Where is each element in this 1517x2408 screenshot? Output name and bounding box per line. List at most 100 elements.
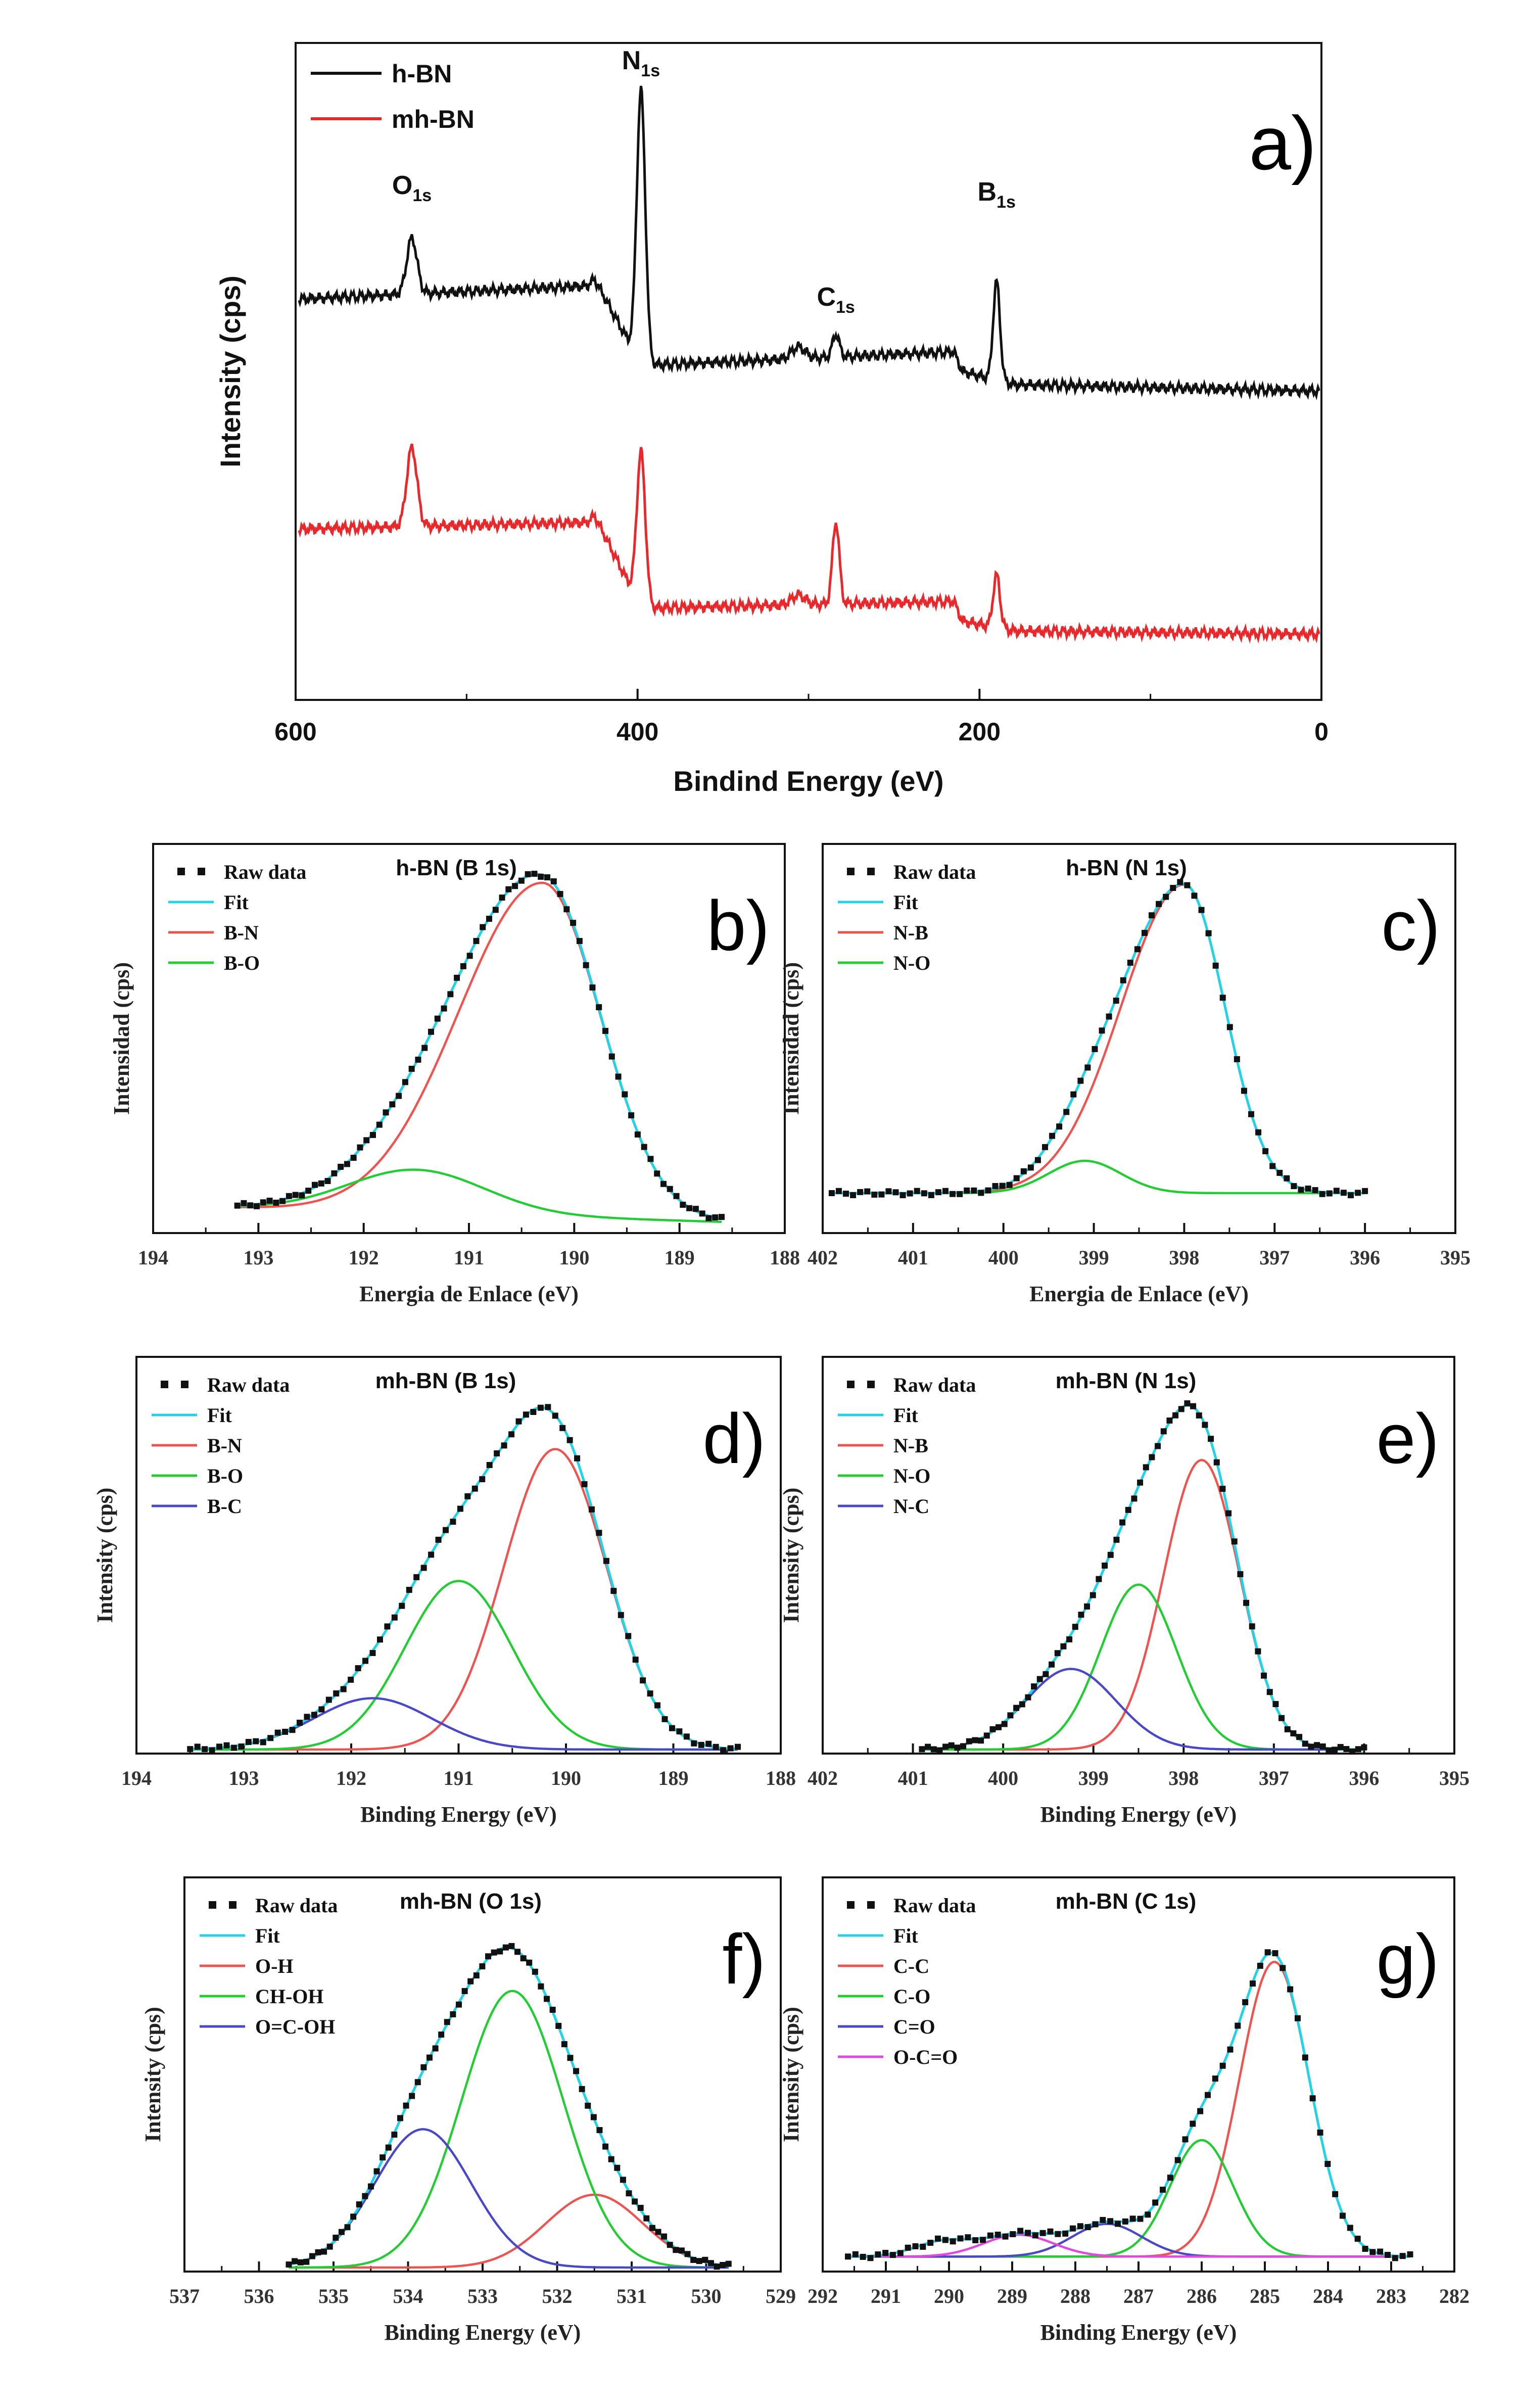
raw-data-point <box>676 1728 683 1735</box>
raw-data-point <box>428 1551 435 1558</box>
raw-data-point <box>491 1949 497 1956</box>
x-tick-label: 191 <box>454 1246 484 1269</box>
raw-data-point <box>1332 1746 1338 1753</box>
raw-data-point <box>1134 946 1141 953</box>
panel-label: c) <box>1381 886 1440 965</box>
raw-data-point <box>610 1588 617 1594</box>
raw-data-point <box>432 2045 439 2052</box>
raw-data-point <box>1070 1091 1077 1098</box>
raw-data-point <box>385 2144 392 2151</box>
raw-data-point <box>892 1189 899 1196</box>
raw-data-point <box>273 1199 279 1206</box>
raw-data-point <box>1407 2251 1413 2257</box>
raw-data-point <box>1113 1536 1120 1543</box>
raw-data-point <box>253 1738 259 1744</box>
raw-data-point <box>1284 1726 1291 1732</box>
legend-label: CH-OH <box>255 1985 324 2008</box>
raw-data-point <box>1184 1400 1191 1406</box>
raw-data-point <box>1349 1749 1356 1755</box>
raw-data-point <box>1324 2161 1331 2167</box>
raw-data-point <box>615 1073 622 1080</box>
raw-data-point <box>614 2164 621 2171</box>
legend-marker <box>229 1901 236 1909</box>
raw-data-point <box>1062 2230 1069 2237</box>
raw-data-point <box>1205 2092 1211 2098</box>
raw-data-point <box>930 1746 937 1753</box>
legend-marker <box>867 868 875 875</box>
legend-label: Fit <box>255 1924 280 1947</box>
raw-data-point <box>643 2215 650 2222</box>
raw-data-point <box>725 2260 732 2267</box>
peak-symbol: O <box>392 171 412 200</box>
legend-label: Raw data <box>893 1374 976 1396</box>
raw-data-point <box>1208 1436 1214 1442</box>
raw-data-point <box>260 1199 266 1206</box>
x-tick-label: 399 <box>1079 1246 1109 1269</box>
raw-data-point <box>1212 962 1219 969</box>
raw-data-point <box>1113 998 1119 1004</box>
x-tick-label: 401 <box>898 1246 928 1269</box>
raw-data-point <box>1137 2215 1144 2222</box>
raw-data-point <box>589 984 596 991</box>
raw-data-point <box>1167 2175 1173 2181</box>
raw-data-point <box>1250 1980 1256 1987</box>
raw-data-point <box>1149 912 1155 919</box>
raw-data-point <box>238 1743 245 1750</box>
raw-data-point <box>1066 1636 1073 1642</box>
raw-data-point <box>1291 1183 1297 1190</box>
x-tick-label: 194 <box>121 1767 152 1789</box>
raw-data-point <box>311 1712 317 1718</box>
raw-data-point <box>333 1690 340 1696</box>
legend-label: B-C <box>207 1495 242 1518</box>
raw-data-point <box>661 2233 668 2240</box>
raw-data-point <box>531 871 538 877</box>
raw-data-point <box>1296 1734 1303 1740</box>
raw-data-point <box>1284 1175 1290 1182</box>
raw-data-point <box>1077 2223 1083 2230</box>
x-tick-label: 287 <box>1123 2285 1154 2307</box>
legend-marker <box>181 1381 188 1388</box>
raw-data-point <box>1314 1742 1320 1749</box>
raw-data-point <box>905 2244 911 2251</box>
x-axis-label: Bindind Energy (eV) <box>673 765 943 797</box>
raw-data-point <box>1278 1715 1285 1721</box>
raw-data-point <box>1019 1701 1025 1708</box>
raw-data-point <box>384 1623 391 1630</box>
raw-data-point <box>403 2102 409 2109</box>
raw-data-point <box>719 1214 725 1220</box>
raw-data-point <box>530 1409 537 1415</box>
peak-symbol: N <box>622 46 641 75</box>
raw-data-point <box>454 974 460 981</box>
raw-data-point <box>1290 1730 1297 1736</box>
raw-data-point <box>1072 1624 1078 1630</box>
peak-annotation: B1s <box>977 177 1015 212</box>
raw-data-point <box>942 1743 949 1750</box>
raw-data-point <box>1177 879 1183 885</box>
component-line-O=C-OH <box>289 2128 729 2269</box>
raw-data-point <box>698 1741 704 1748</box>
raw-data-point <box>309 2253 315 2259</box>
panel-label: a) <box>1249 101 1316 185</box>
y-axis-label: Intensidad (cps) <box>779 962 803 1115</box>
panel-b: 194 193 192 191 190 189 188 Energia de Enlace (… <box>109 843 800 1306</box>
legend-marker <box>209 1901 216 1909</box>
raw-data-point <box>1317 2129 1323 2136</box>
raw-data-point <box>292 1192 299 1198</box>
raw-data-point <box>589 1506 595 1513</box>
raw-data-point <box>187 1746 194 1753</box>
raw-data-point <box>1332 2191 1339 2197</box>
raw-data-point <box>1170 885 1176 891</box>
raw-data-point <box>690 2256 697 2263</box>
raw-data-point <box>538 873 544 880</box>
raw-data-point <box>525 871 531 877</box>
peak-symbol: B <box>977 177 997 207</box>
raw-data-point <box>373 2168 380 2175</box>
legend-label: Fit <box>207 1404 232 1427</box>
raw-data-point <box>279 1198 286 1204</box>
peak-annotation: N1s <box>622 46 660 80</box>
x-axis-label: Binding Energy (eV) <box>1040 2320 1237 2345</box>
raw-data-point <box>460 963 466 969</box>
legend-marker <box>867 1901 875 1909</box>
x-tick-label: 402 <box>808 1767 838 1789</box>
raw-data-point <box>583 962 589 968</box>
